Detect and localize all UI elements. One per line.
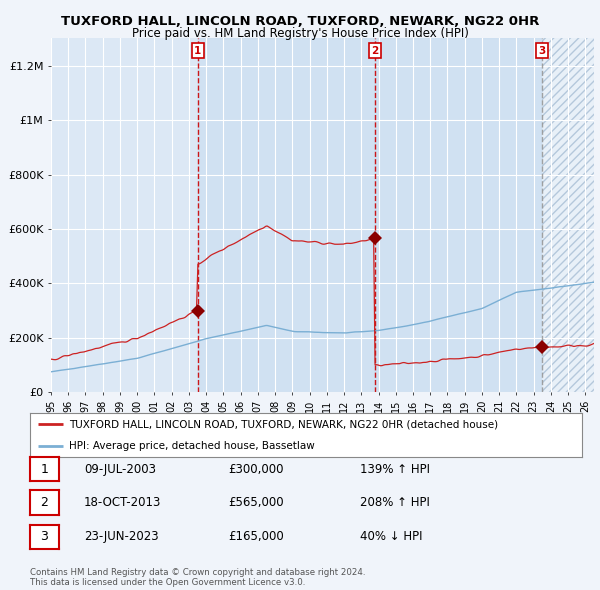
Text: TUXFORD HALL, LINCOLN ROAD, TUXFORD, NEWARK, NG22 0HR: TUXFORD HALL, LINCOLN ROAD, TUXFORD, NEW… <box>61 15 539 28</box>
Text: 09-JUL-2003: 09-JUL-2003 <box>84 463 156 476</box>
Text: Price paid vs. HM Land Registry's House Price Index (HPI): Price paid vs. HM Land Registry's House … <box>131 27 469 40</box>
Bar <box>375 38 542 392</box>
Bar <box>198 38 375 392</box>
Text: 3: 3 <box>538 45 545 55</box>
Text: TUXFORD HALL, LINCOLN ROAD, TUXFORD, NEWARK, NG22 0HR (detached house): TUXFORD HALL, LINCOLN ROAD, TUXFORD, NEW… <box>68 419 498 429</box>
Text: £165,000: £165,000 <box>228 530 284 543</box>
Text: 3: 3 <box>40 530 49 543</box>
Text: Contains HM Land Registry data © Crown copyright and database right 2024.
This d: Contains HM Land Registry data © Crown c… <box>30 568 365 587</box>
Text: 2: 2 <box>40 496 49 509</box>
Text: 208% ↑ HPI: 208% ↑ HPI <box>360 496 430 509</box>
Text: 1: 1 <box>40 463 49 476</box>
Text: 40% ↓ HPI: 40% ↓ HPI <box>360 530 422 543</box>
Bar <box>542 38 594 392</box>
Text: 139% ↑ HPI: 139% ↑ HPI <box>360 463 430 476</box>
Text: 2: 2 <box>371 45 379 55</box>
Text: 1: 1 <box>194 45 202 55</box>
Text: £565,000: £565,000 <box>228 496 284 509</box>
Text: 18-OCT-2013: 18-OCT-2013 <box>84 496 161 509</box>
Text: 23-JUN-2023: 23-JUN-2023 <box>84 530 158 543</box>
Text: HPI: Average price, detached house, Bassetlaw: HPI: Average price, detached house, Bass… <box>68 441 314 451</box>
Bar <box>542 38 594 392</box>
Text: £300,000: £300,000 <box>228 463 284 476</box>
